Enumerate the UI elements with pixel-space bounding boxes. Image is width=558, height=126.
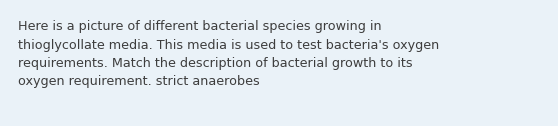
Text: Here is a picture of different bacterial species growing in
thioglycollate media: Here is a picture of different bacterial… xyxy=(18,20,439,88)
